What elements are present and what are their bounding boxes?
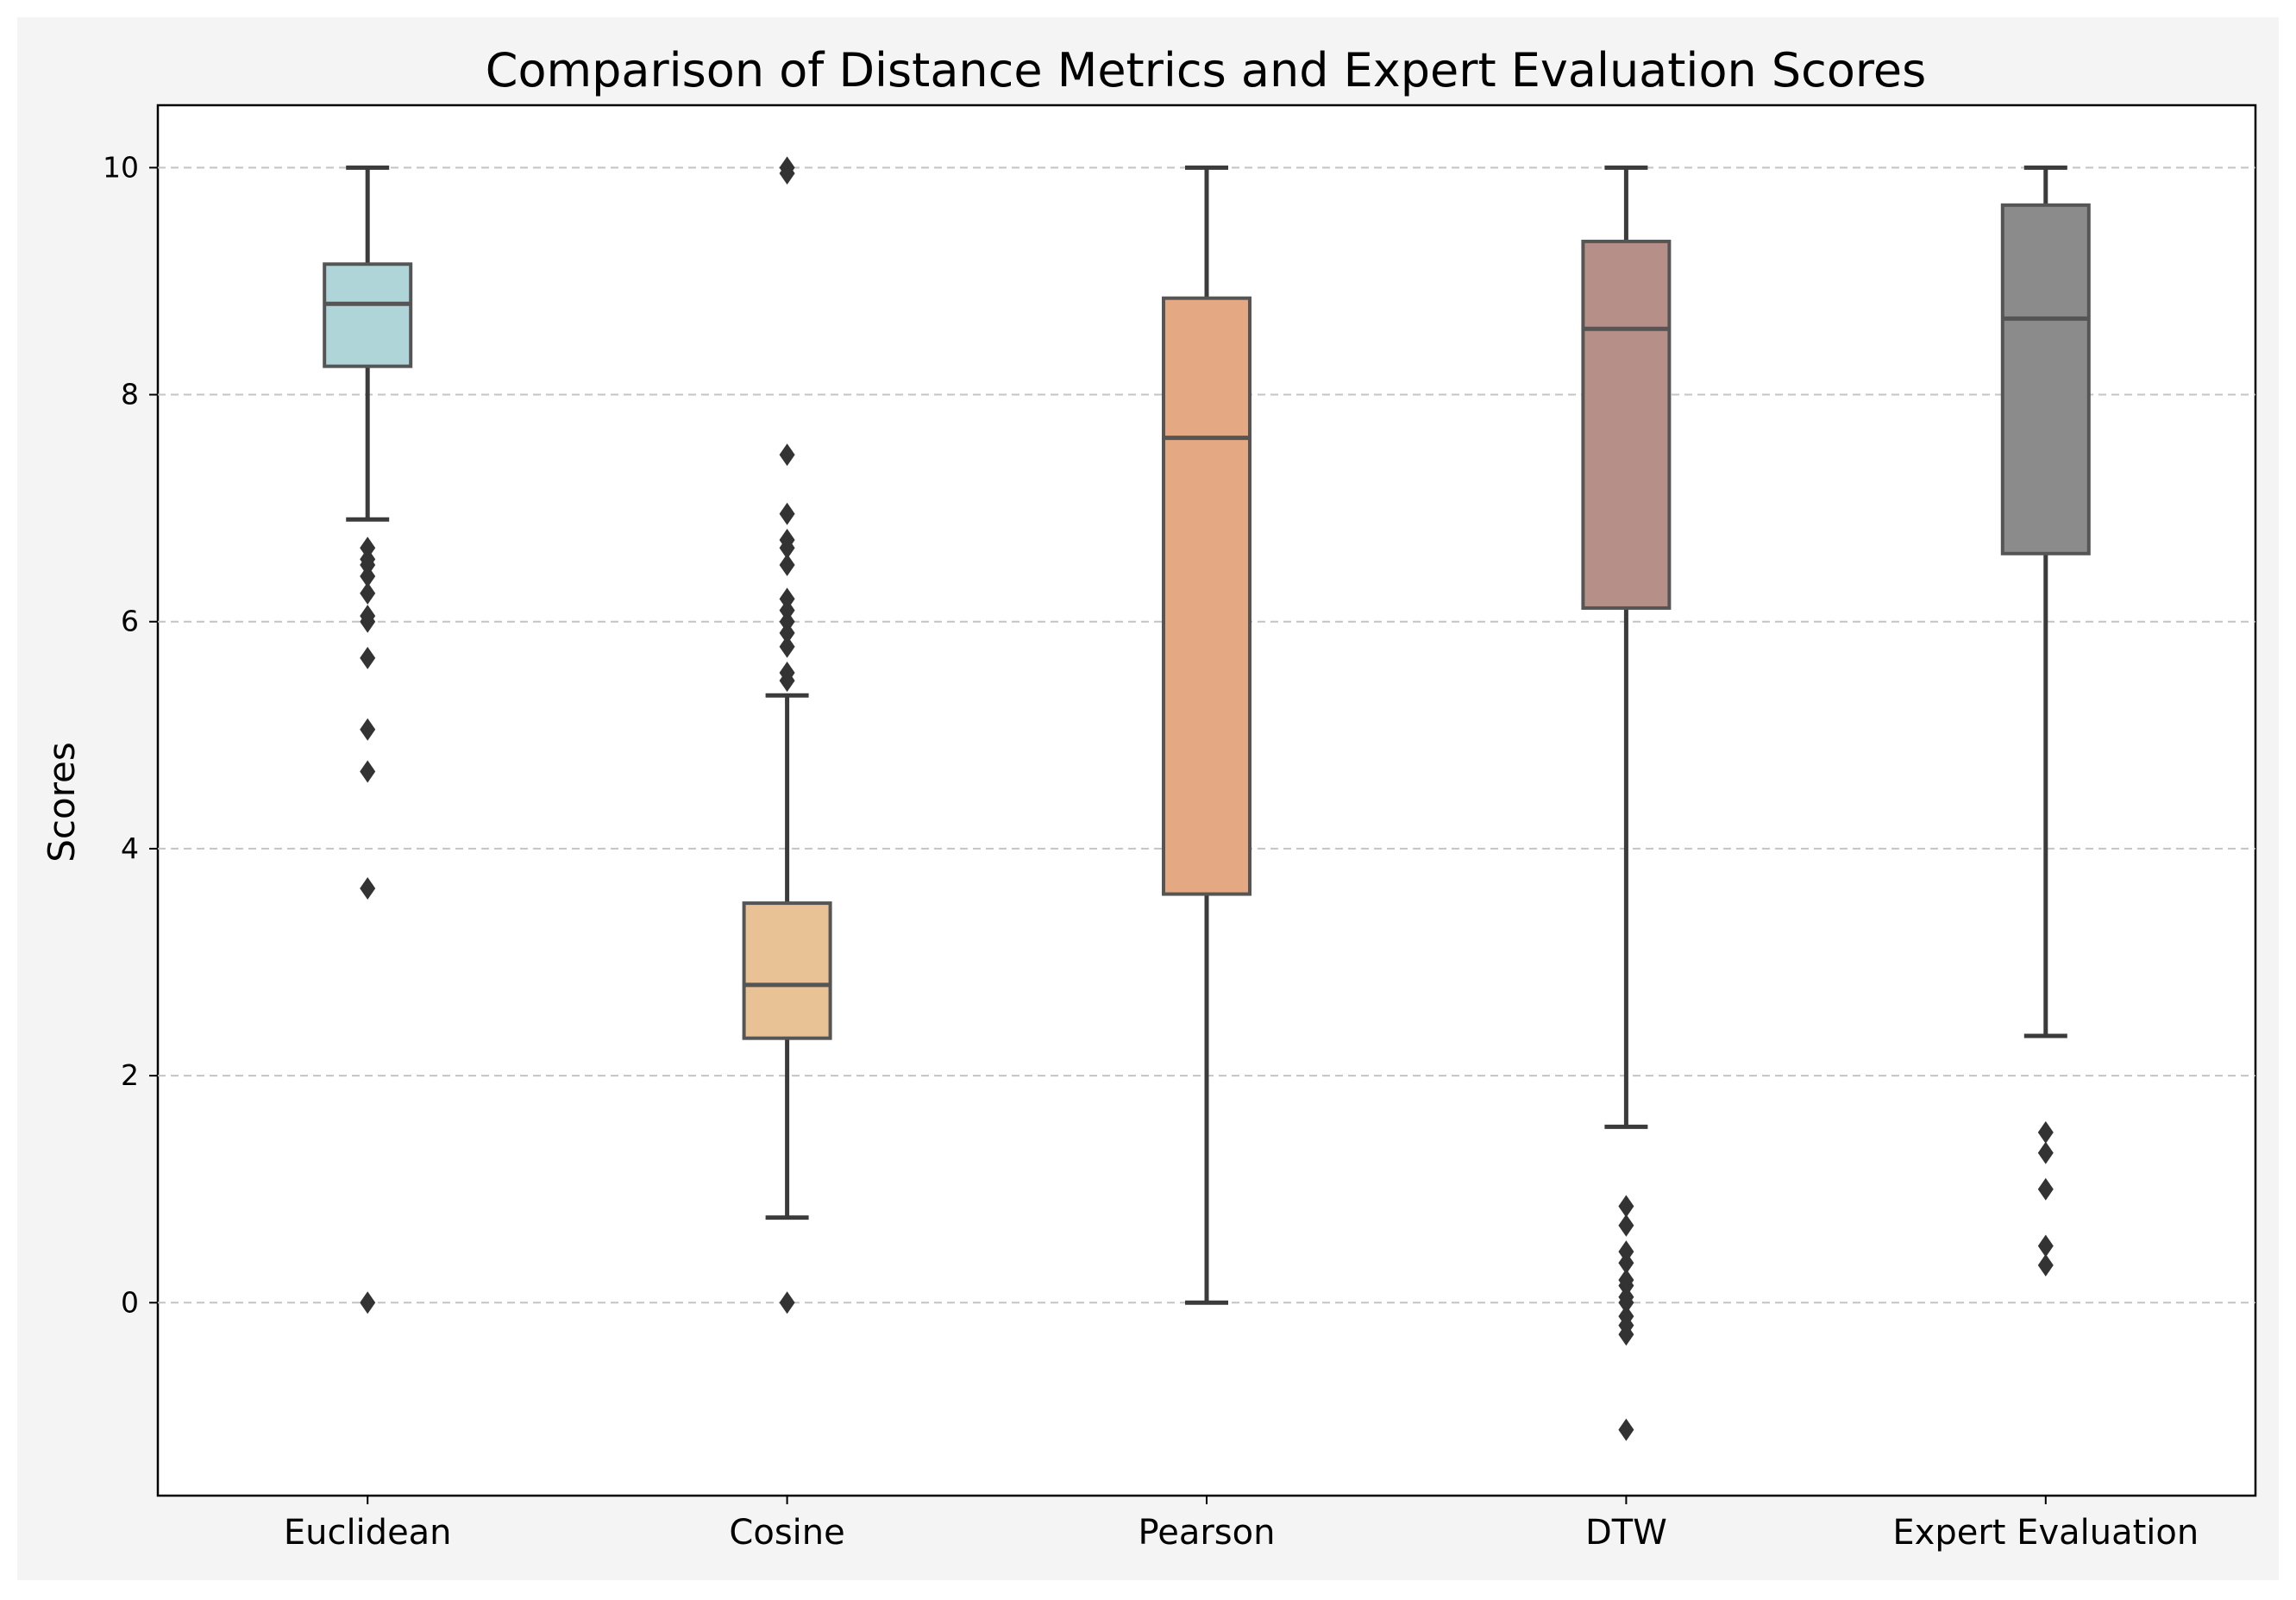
- outlier-point: [2037, 1141, 2054, 1164]
- outlier-point: [1618, 1252, 1634, 1275]
- y-tick-label-6: 6: [121, 605, 139, 638]
- box-iqr: [742, 901, 832, 1040]
- outlier-point: [360, 548, 376, 571]
- outlier-point: [360, 646, 376, 669]
- outlier-point: [2037, 1253, 2054, 1277]
- outlier-point: [360, 876, 376, 900]
- boxes-group: [323, 156, 2091, 1441]
- chart-title: Comparison of Distance Metrics and Exper…: [486, 43, 1927, 97]
- box-group-2: [1162, 165, 1252, 1305]
- outlier-point: [1618, 1195, 1634, 1218]
- x-tick-label-1: Cosine: [729, 1513, 844, 1553]
- box-iqr: [1581, 239, 1672, 610]
- x-tick-label-3: DTW: [1585, 1513, 1667, 1553]
- outlier-point: [779, 621, 795, 644]
- outlier-point: [360, 581, 376, 605]
- outlier-point: [2037, 1120, 2054, 1144]
- box-iqr: [323, 262, 413, 368]
- y-tick-label-2: 2: [121, 1058, 139, 1092]
- outlier-point: [779, 156, 795, 179]
- outlier-point: [779, 661, 795, 684]
- box-group-4: [2000, 165, 2091, 1277]
- outlier-point: [1618, 1285, 1634, 1308]
- y-axis-ticks: 0 2 4 6 8 10: [103, 150, 158, 1319]
- outlier-point: [1618, 1268, 1634, 1291]
- outlier-point: [1618, 1240, 1634, 1264]
- y-tick-label-10: 10: [103, 150, 139, 184]
- outlier-point: [779, 635, 795, 658]
- outlier-point: [2037, 1234, 2054, 1258]
- x-tick-label-4: Expert Evaluation: [1892, 1513, 2199, 1553]
- y-axis-label: Scores: [41, 742, 83, 863]
- outlier-point: [360, 536, 376, 560]
- x-tick-label-0: Euclidean: [284, 1513, 452, 1553]
- outlier-point: [779, 587, 795, 611]
- outlier-point: [1618, 1305, 1634, 1328]
- outlier-point: [360, 718, 376, 741]
- outlier-point: [2037, 1177, 2054, 1201]
- outlier-point: [360, 1291, 376, 1315]
- outlier-point: [779, 1291, 795, 1315]
- x-axis-ticks: Euclidean Cosine Pearson DTW Expert Evaluati…: [284, 1496, 2199, 1553]
- outlier-point: [1618, 1418, 1634, 1441]
- outlier-point: [779, 553, 795, 576]
- outlier-point: [779, 610, 795, 633]
- outlier-point: [779, 443, 795, 467]
- box-iqr: [1162, 296, 1252, 896]
- x-tick-label-2: Pearson: [1139, 1513, 1276, 1553]
- outlier-point: [360, 760, 376, 783]
- outlier-point: [779, 528, 795, 551]
- y-tick-label-8: 8: [121, 378, 139, 411]
- outlier-point: [1618, 1214, 1634, 1237]
- outlier-point: [360, 565, 376, 588]
- outlier-point: [779, 502, 795, 525]
- box-group-1: [742, 156, 832, 1315]
- outlier-point: [779, 599, 795, 622]
- y-tick-label-4: 4: [121, 831, 139, 865]
- y-tick-label-0: 0: [121, 1285, 139, 1319]
- box-group-3: [1581, 165, 1672, 1441]
- box-group-0: [323, 165, 413, 1315]
- outlier-point: [360, 605, 376, 628]
- box-iqr: [2000, 203, 2091, 555]
